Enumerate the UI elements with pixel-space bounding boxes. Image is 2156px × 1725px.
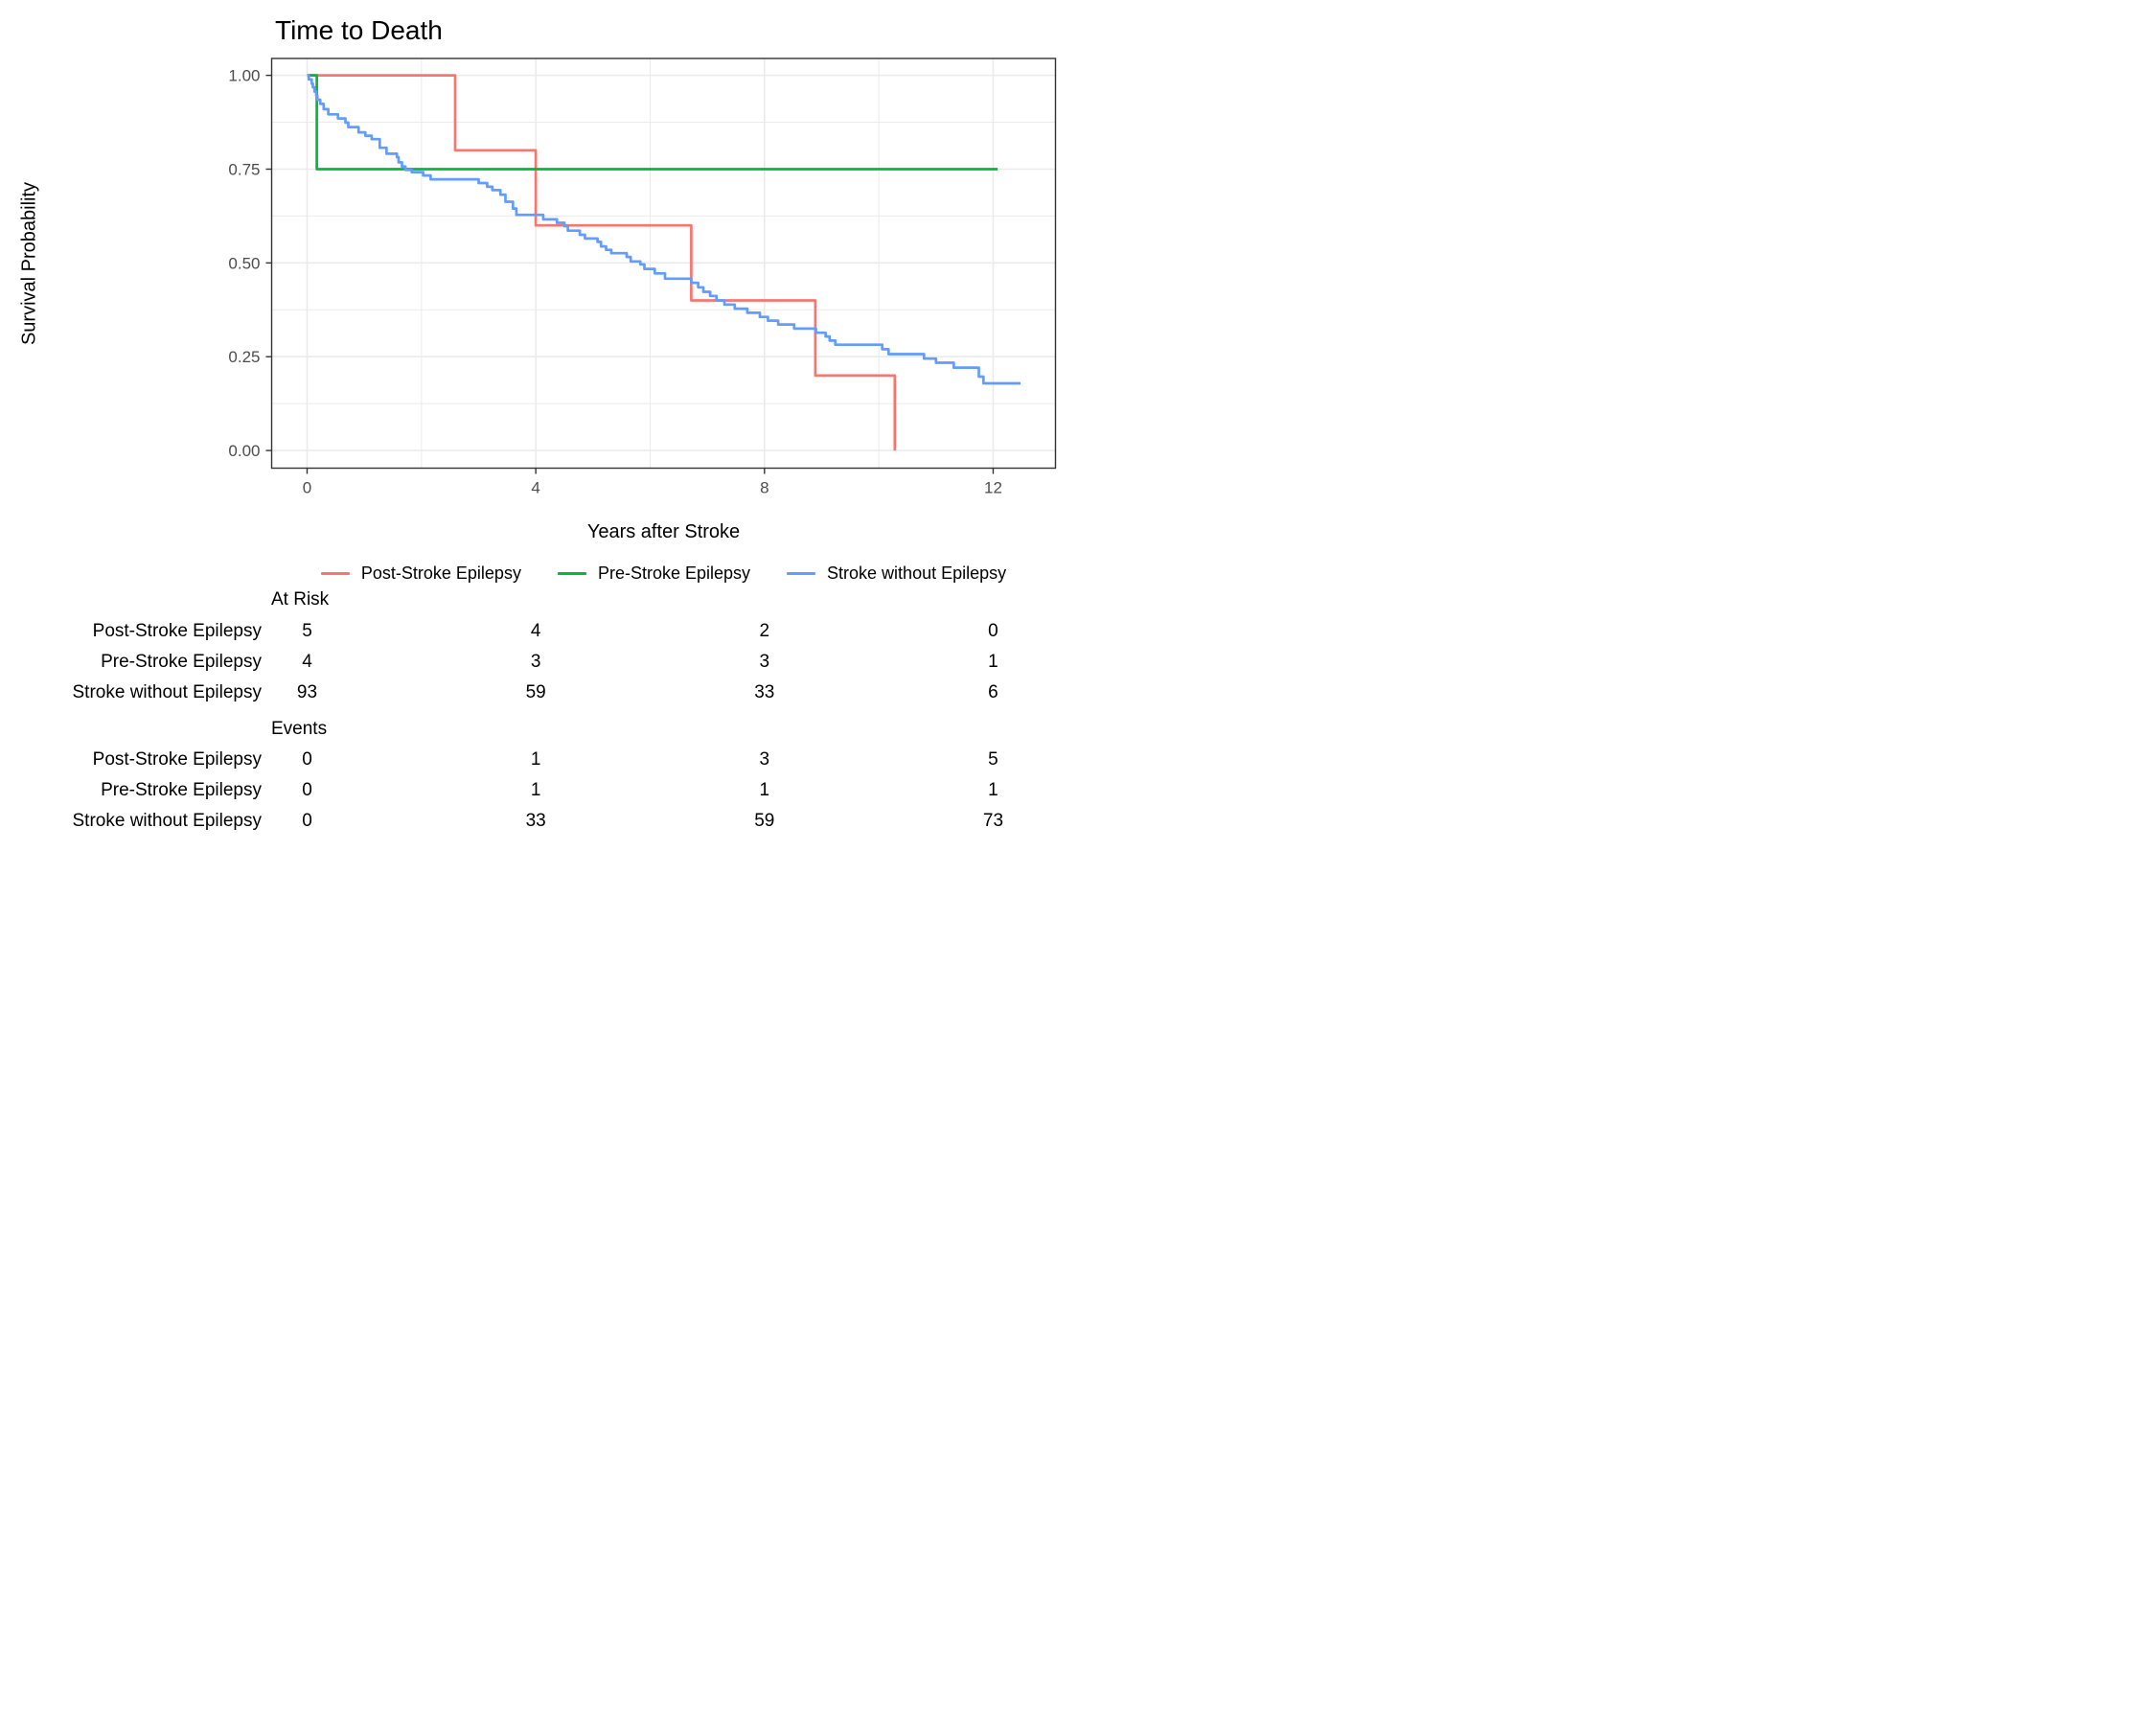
- legend-item-no-epilepsy: Stroke without Epilepsy: [787, 564, 1006, 584]
- legend-item-post-stroke: Post-Stroke Epilepsy: [320, 563, 521, 584]
- legend-label: Post-Stroke Epilepsy: [360, 563, 521, 583]
- cell-value: 0: [988, 621, 998, 641]
- x-axis-tick-label: 0: [303, 479, 311, 497]
- legend-label: Pre-Stroke Epilepsy: [597, 563, 751, 583]
- row-label: Post-Stroke Epilepsy: [92, 749, 262, 770]
- x-axis-tick-label: 4: [531, 479, 539, 497]
- plot-title: Time to Death: [275, 15, 443, 45]
- legend-label: Stroke without Epilepsy: [827, 563, 1007, 583]
- section-heading: At Risk: [271, 589, 330, 610]
- cell-value: 5: [988, 749, 998, 770]
- row-label: Stroke without Epilepsy: [72, 682, 263, 702]
- cell-value: 3: [759, 749, 770, 770]
- survival-curve-pre-stroke-epilepsy: [307, 74, 998, 171]
- survival-curve-stroke-without-epilepsy: [307, 74, 1021, 385]
- cell-value: 6: [988, 682, 998, 702]
- y-axis-tick-label: 0.50: [228, 254, 260, 272]
- y-axis-tick-label: 1.00: [228, 67, 260, 85]
- cell-value: 3: [530, 652, 541, 672]
- at-risk-heading-row: At Risk: [0, 585, 1078, 615]
- legend-item-pre-stroke: Pre-Stroke Epilepsy: [557, 563, 751, 584]
- cell-value: 2: [759, 621, 770, 641]
- x-axis-tick-label: 8: [760, 479, 768, 497]
- cell-value: 93: [296, 682, 318, 702]
- x-axis-tick-label: 12: [984, 479, 1002, 497]
- cell-value: 73: [982, 811, 1004, 831]
- stroke-without-epilepsy-line-swatch: [787, 571, 816, 575]
- legend: Post-Stroke Epilepsy Pre-Stroke Epilepsy…: [271, 558, 1056, 588]
- cell-value: 59: [525, 682, 546, 702]
- post-stroke-line-swatch: [320, 571, 350, 575]
- cell-value: 3: [759, 652, 770, 672]
- survival-chart: 0 4 8 12 0.00 0.25 0.50 0.75 1.00: [228, 58, 1057, 497]
- cell-value: 5: [302, 621, 312, 641]
- x-axis-title: Years after Stroke: [586, 521, 741, 542]
- y-axis-tick-label: 0.75: [228, 160, 260, 178]
- survival-curve-post-stroke-epilepsy: [307, 74, 897, 451]
- table-row: Stroke without Epilepsy 0 33 59 73: [0, 806, 1078, 837]
- row-label: Pre-Stroke Epilepsy: [101, 780, 262, 800]
- y-axis-title: Survival Probability: [18, 181, 40, 346]
- pre-stroke-line-swatch: [557, 571, 586, 575]
- cell-value: 0: [302, 780, 312, 800]
- cell-value: 33: [754, 682, 775, 702]
- cell-value: 1: [759, 780, 770, 800]
- section-heading: Events: [271, 719, 328, 739]
- table-row: Post-Stroke Epilepsy 5 4 2 0: [0, 616, 1078, 647]
- y-axis-tick-label: 0.25: [228, 348, 260, 366]
- table-row: Pre-Stroke Epilepsy 0 1 1 1: [0, 775, 1078, 806]
- cell-value: 59: [754, 811, 775, 831]
- events-heading-row: Events: [0, 714, 1078, 745]
- cell-value: 1: [988, 652, 998, 672]
- row-label: Stroke without Epilepsy: [72, 811, 263, 831]
- cell-value: 1: [988, 780, 998, 800]
- cell-value: 4: [302, 652, 312, 672]
- y-axis-tick-label: 0.00: [228, 442, 260, 460]
- table-row: Stroke without Epilepsy 93 59 33 6: [0, 678, 1078, 708]
- cell-value: 33: [525, 811, 546, 831]
- table-row: Post-Stroke Epilepsy 0 1 3 5: [0, 745, 1078, 775]
- row-label: Pre-Stroke Epilepsy: [101, 652, 262, 672]
- row-label: Post-Stroke Epilepsy: [92, 621, 262, 641]
- table-row: Pre-Stroke Epilepsy 4 3 3 1: [0, 647, 1078, 678]
- cell-value: 0: [302, 749, 312, 770]
- cell-value: 4: [530, 621, 541, 641]
- cell-value: 1: [530, 780, 541, 800]
- cell-value: 1: [530, 749, 541, 770]
- cell-value: 0: [302, 811, 312, 831]
